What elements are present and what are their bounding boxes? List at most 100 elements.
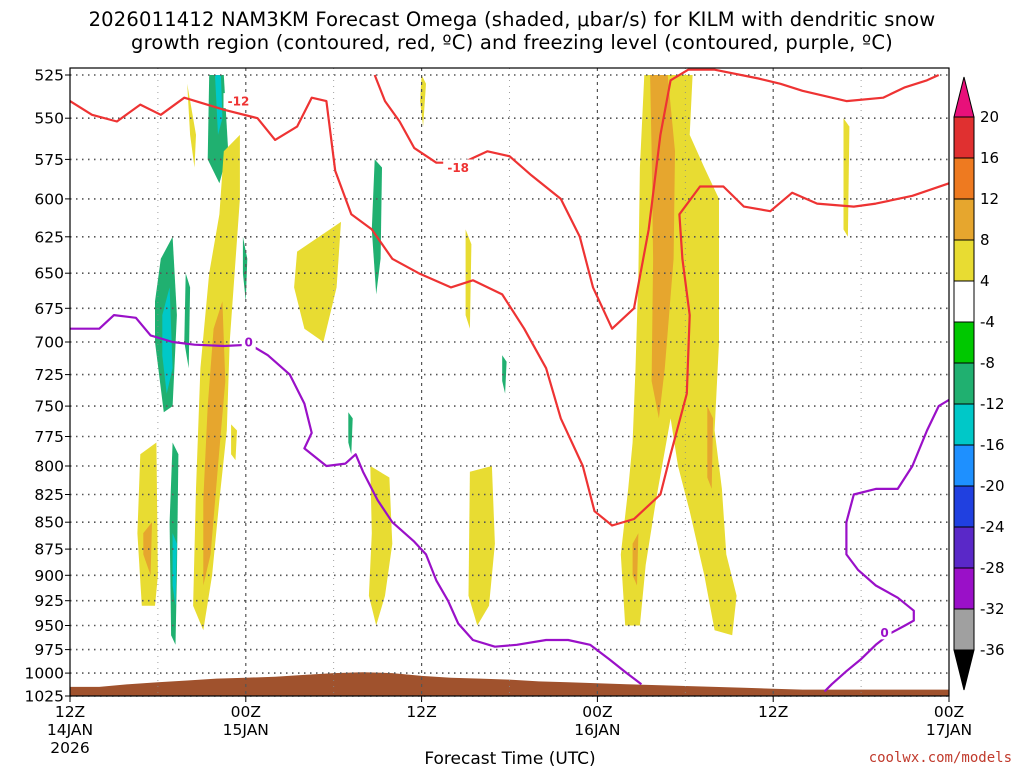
y-tick-label-700: 700 [34, 334, 64, 352]
colorbar-legend: 20 16 12 8 4 -4 -8 -12 -16 -20 -24 -28 -32 -36 [953, 76, 1005, 691]
x-axis-label: Forecast Time (UTC) [424, 749, 595, 768]
omega-region-26 [843, 118, 850, 237]
omega-region-17 [368, 466, 393, 626]
colorbar-label-9: -20 [980, 477, 1005, 495]
colorbar-top-arrow [953, 76, 975, 118]
omega-region-21 [468, 466, 495, 626]
freezing-label-0: 0 [245, 336, 253, 350]
colorbar-swatch-10 [953, 526, 975, 569]
colorbar-label-0: 20 [980, 108, 999, 126]
colorbar-swatch-3 [953, 239, 975, 282]
y-tick-label-650: 650 [34, 265, 64, 283]
omega-region-15 [371, 159, 382, 295]
contour-labels: -12 -18 0 0 [223, 93, 892, 640]
y-tick-label-975: 975 [34, 641, 64, 659]
y-tick-label-550: 550 [34, 110, 64, 128]
colorbar-label-13: -36 [980, 641, 1005, 659]
colorbar-swatch-9 [953, 485, 975, 528]
y-tick-label-1000: 1000 [25, 665, 64, 683]
x-tick-date-12: 15JAN [223, 721, 269, 739]
y-tick-label-800: 800 [34, 458, 64, 476]
omega-region-4 [203, 301, 226, 586]
omega-region-8 [184, 273, 191, 369]
colorbar-bottom-arrow [953, 649, 975, 691]
chart-title-line1: 2026011412 NAM3KM Forecast Omega (shaded… [88, 8, 936, 31]
terrain-surface [70, 672, 949, 696]
colorbar-label-5: -4 [980, 313, 995, 331]
freezing-label-1-bg [877, 624, 892, 640]
y-tick-label-725: 725 [34, 366, 64, 384]
freezing-contour-1 [823, 398, 949, 693]
y-tick-label-925: 925 [34, 592, 64, 610]
x-tick-date-0: 14JAN [47, 721, 93, 739]
omega-region-5 [242, 236, 248, 302]
colorbar-label-11: -28 [980, 559, 1005, 577]
omega-region-12 [172, 533, 177, 606]
omega-region-14 [294, 221, 341, 342]
omega-region-18 [420, 75, 426, 127]
colorbar-label-2: 12 [980, 190, 999, 208]
colorbar-swatch-0 [953, 116, 975, 159]
credit-text: coolwx.com/models [869, 750, 1012, 766]
y-tick-label-875: 875 [34, 541, 64, 559]
colorbar-label-3: 8 [980, 231, 990, 249]
y-tick-label-850: 850 [34, 514, 64, 532]
freezing-label-1: 0 [880, 626, 888, 640]
y-tick-label-750: 750 [34, 398, 64, 416]
colorbar-swatch-12 [953, 608, 975, 651]
dgz-label-0: -12 [228, 95, 250, 109]
plot-frame [69, 67, 950, 697]
y-tick-label-825: 825 [34, 486, 64, 504]
colorbar-label-12: -32 [980, 600, 1005, 618]
colorbar-swatch-7 [953, 403, 975, 446]
omega-region-16 [348, 412, 353, 455]
y-tick-label-600: 600 [34, 190, 64, 208]
x-tick-label-12: 00Z [231, 703, 261, 721]
omega-region-13 [231, 424, 237, 461]
omega-region-9 [137, 442, 158, 606]
omega-region-25 [632, 533, 639, 586]
colorbar-swatch-11 [953, 567, 975, 610]
omega-region-24 [707, 406, 714, 489]
x-tick-label-60: 00Z [934, 703, 964, 721]
colorbar-label-10: -24 [980, 518, 1005, 536]
colorbar-label-8: -16 [980, 436, 1005, 454]
y-tick-label-775: 775 [34, 428, 64, 446]
x-tick-label-0: 12Z [55, 703, 85, 721]
colorbar-label-7: -12 [980, 395, 1005, 413]
dgz-label-1-bg [443, 159, 474, 175]
freezing-contour-0 [70, 314, 643, 686]
dgz-contour-0 [70, 96, 949, 527]
omega-shaded-regions [137, 75, 850, 645]
x-tick-label-48: 12Z [758, 703, 788, 721]
freezing-label-0-bg [241, 334, 256, 349]
chart-title-line2: growth region (contoured, red, ºC) and f… [131, 31, 893, 54]
dgz-label-1: -18 [447, 161, 469, 175]
x-tick-date-60: 17JAN [926, 721, 972, 739]
omega-region-19 [465, 229, 472, 329]
colorbar-swatch-1 [953, 157, 975, 200]
y-tick-label-525: 525 [34, 67, 64, 85]
x-tick-label-24: 12Z [406, 703, 436, 721]
colorbar-swatch-6 [953, 362, 975, 405]
colorbar-label-4: 4 [980, 272, 990, 290]
colorbar-swatch-2 [953, 198, 975, 241]
terrain-area [70, 672, 949, 696]
dgz-label-0-bg [223, 93, 254, 109]
colorbar-label-6: -8 [980, 354, 995, 372]
omega-region-0 [187, 83, 196, 168]
y-tick-label-950: 950 [34, 617, 64, 635]
colorbar-label-1: 16 [980, 149, 999, 167]
colorbar-swatch-8 [953, 444, 975, 487]
y-axis-pressure: 525 550 575 600 625 650 675 700 725 750 775 800 825 8… [25, 67, 70, 706]
omega-region-20 [502, 355, 507, 394]
omega-region-10 [143, 522, 152, 576]
y-tick-label-1025: 1025 [25, 688, 64, 706]
y-tick-label-900: 900 [34, 567, 64, 585]
colorbar-swatch-5 [953, 321, 975, 364]
x-tick-label-36: 00Z [582, 703, 612, 721]
x-tick-date-36: 16JAN [574, 721, 620, 739]
y-tick-label-625: 625 [34, 228, 64, 246]
